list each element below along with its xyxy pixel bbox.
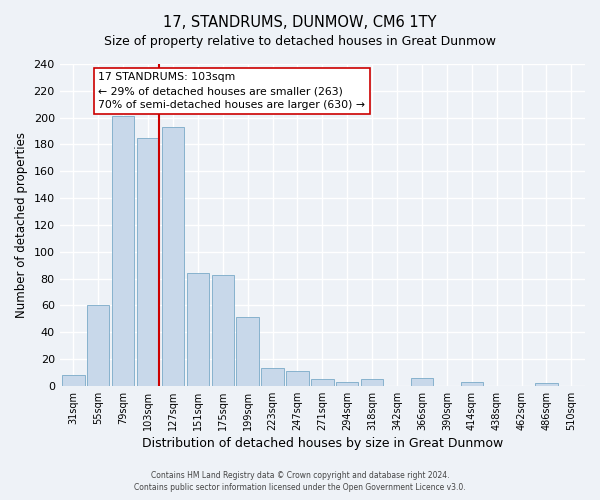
Bar [411, 378, 433, 386]
Bar [535, 383, 557, 386]
Bar [361, 379, 383, 386]
X-axis label: Distribution of detached houses by size in Great Dunmow: Distribution of detached houses by size … [142, 437, 503, 450]
Bar [62, 375, 85, 386]
Text: Contains HM Land Registry data © Crown copyright and database right 2024.
Contai: Contains HM Land Registry data © Crown c… [134, 471, 466, 492]
Bar [262, 368, 284, 386]
Text: 17 STANDRUMS: 103sqm
← 29% of detached houses are smaller (263)
70% of semi-deta: 17 STANDRUMS: 103sqm ← 29% of detached h… [98, 72, 365, 110]
Bar [87, 306, 109, 386]
Bar [112, 116, 134, 386]
Bar [311, 379, 334, 386]
Bar [236, 318, 259, 386]
Bar [212, 274, 234, 386]
Y-axis label: Number of detached properties: Number of detached properties [15, 132, 28, 318]
Bar [461, 382, 483, 386]
Bar [336, 382, 358, 386]
Bar [137, 138, 159, 386]
Text: 17, STANDRUMS, DUNMOW, CM6 1TY: 17, STANDRUMS, DUNMOW, CM6 1TY [163, 15, 437, 30]
Text: Size of property relative to detached houses in Great Dunmow: Size of property relative to detached ho… [104, 35, 496, 48]
Bar [162, 127, 184, 386]
Bar [187, 273, 209, 386]
Bar [286, 371, 308, 386]
